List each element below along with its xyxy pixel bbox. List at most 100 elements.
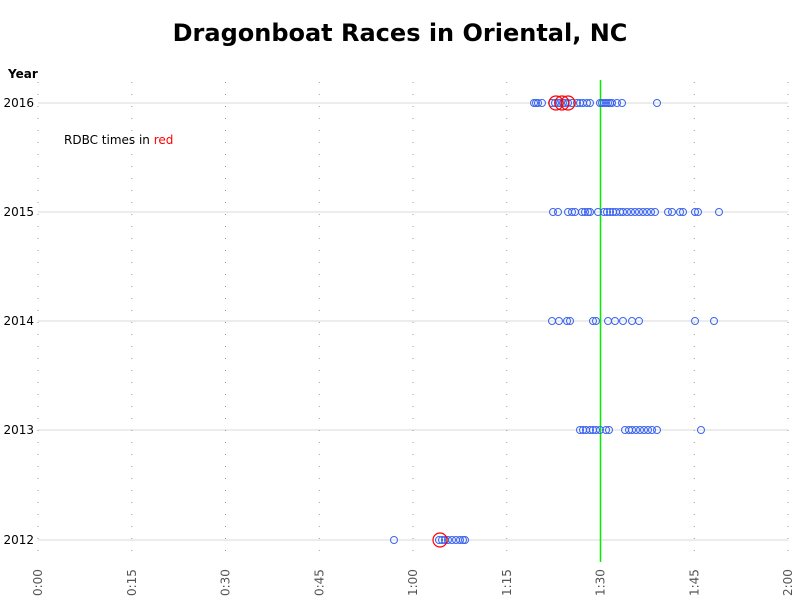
- data-point: [594, 208, 602, 216]
- data-point: [694, 208, 702, 216]
- x-tick-label: 1:00: [406, 569, 420, 596]
- data-point: [456, 536, 464, 544]
- data-point: [643, 208, 651, 216]
- x-tick-label: 1:45: [687, 569, 701, 596]
- x-tick-label: 0:15: [125, 569, 139, 596]
- data-point: [710, 317, 718, 325]
- data-point: [628, 426, 636, 434]
- data-point: [604, 99, 612, 107]
- data-point: [691, 208, 699, 216]
- x-tick-label: 2:00: [781, 569, 795, 596]
- data-point: [532, 99, 540, 107]
- data-point: [573, 99, 581, 107]
- data-point: [568, 208, 576, 216]
- data-point: [576, 426, 584, 434]
- rdbc-data-point: [548, 95, 564, 111]
- chart-title: Dragonboat Races in Oriental, NC: [173, 19, 628, 47]
- x-tick-label: 0:45: [312, 569, 326, 596]
- data-point: [461, 536, 469, 544]
- data-point: [627, 208, 635, 216]
- data-point: [635, 317, 643, 325]
- y-tick-label: 2013: [3, 423, 34, 437]
- data-point: [640, 426, 648, 434]
- x-tick-label: 0:00: [31, 569, 45, 596]
- data-point: [566, 317, 574, 325]
- data-point: [459, 536, 467, 544]
- data-point: [606, 208, 614, 216]
- data-point: [600, 208, 608, 216]
- data-point: [603, 208, 611, 216]
- data-point: [586, 426, 594, 434]
- data-point: [648, 426, 656, 434]
- data-point: [563, 317, 571, 325]
- data-point: [444, 536, 452, 544]
- x-tick-label: 1:15: [500, 569, 514, 596]
- data-point: [600, 99, 608, 107]
- data-point: [605, 426, 613, 434]
- data-point: [653, 99, 661, 107]
- data-point: [602, 426, 610, 434]
- data-point: [636, 426, 644, 434]
- data-point: [583, 99, 591, 107]
- data-point: [697, 426, 705, 434]
- data-point: [653, 426, 661, 434]
- data-point: [435, 536, 443, 544]
- annotation-prefix: RDBC times in: [64, 133, 154, 147]
- y-tick-label: 2012: [3, 533, 34, 547]
- data-point: [549, 208, 557, 216]
- data-point: [639, 208, 647, 216]
- data-point: [530, 99, 538, 107]
- data-point: [592, 426, 600, 434]
- y-axis-label: Year: [7, 67, 38, 81]
- x-tick-label: 1:30: [594, 569, 608, 596]
- data-point: [668, 208, 676, 216]
- rdbc-data-point: [554, 95, 570, 111]
- data-point: [438, 536, 446, 544]
- data-point: [554, 208, 562, 216]
- data-point: [448, 536, 456, 544]
- data-point: [619, 208, 627, 216]
- data-point: [596, 99, 604, 107]
- y-tick-label: 2014: [3, 314, 34, 328]
- data-point: [679, 208, 687, 216]
- rdbc-data-point: [432, 532, 448, 548]
- data-point: [676, 208, 684, 216]
- data-point: [635, 208, 643, 216]
- data-point: [619, 317, 627, 325]
- data-point: [651, 208, 659, 216]
- data-point: [551, 99, 559, 107]
- data-point: [390, 536, 398, 544]
- data-point: [584, 208, 592, 216]
- data-point: [613, 99, 621, 107]
- data-point: [581, 208, 589, 216]
- data-point: [586, 99, 594, 107]
- data-point: [664, 208, 672, 216]
- data-point: [691, 317, 699, 325]
- data-point: [631, 208, 639, 216]
- data-point: [586, 208, 594, 216]
- y-tick-label: 2015: [3, 205, 34, 219]
- data-point: [611, 317, 619, 325]
- annotation: RDBC times in red: [64, 133, 173, 147]
- data-point: [647, 208, 655, 216]
- annotation-highlight: red: [154, 133, 174, 147]
- data-point: [534, 99, 542, 107]
- x-tick-label: 0:30: [219, 569, 233, 596]
- data-point: [632, 426, 640, 434]
- data-point: [578, 208, 586, 216]
- data-point: [623, 208, 631, 216]
- y-tick-label: 2016: [3, 96, 34, 110]
- data-point: [715, 208, 723, 216]
- data-point: [644, 426, 652, 434]
- data-point: [555, 317, 563, 325]
- data-point: [608, 99, 616, 107]
- data-point: [618, 99, 626, 107]
- data-point: [559, 99, 567, 107]
- data-point: [602, 99, 610, 107]
- data-point: [589, 317, 597, 325]
- data-point: [538, 99, 546, 107]
- data-point: [592, 317, 600, 325]
- rdbc-data-point: [560, 95, 576, 111]
- data-point: [598, 99, 606, 107]
- data-point: [596, 426, 604, 434]
